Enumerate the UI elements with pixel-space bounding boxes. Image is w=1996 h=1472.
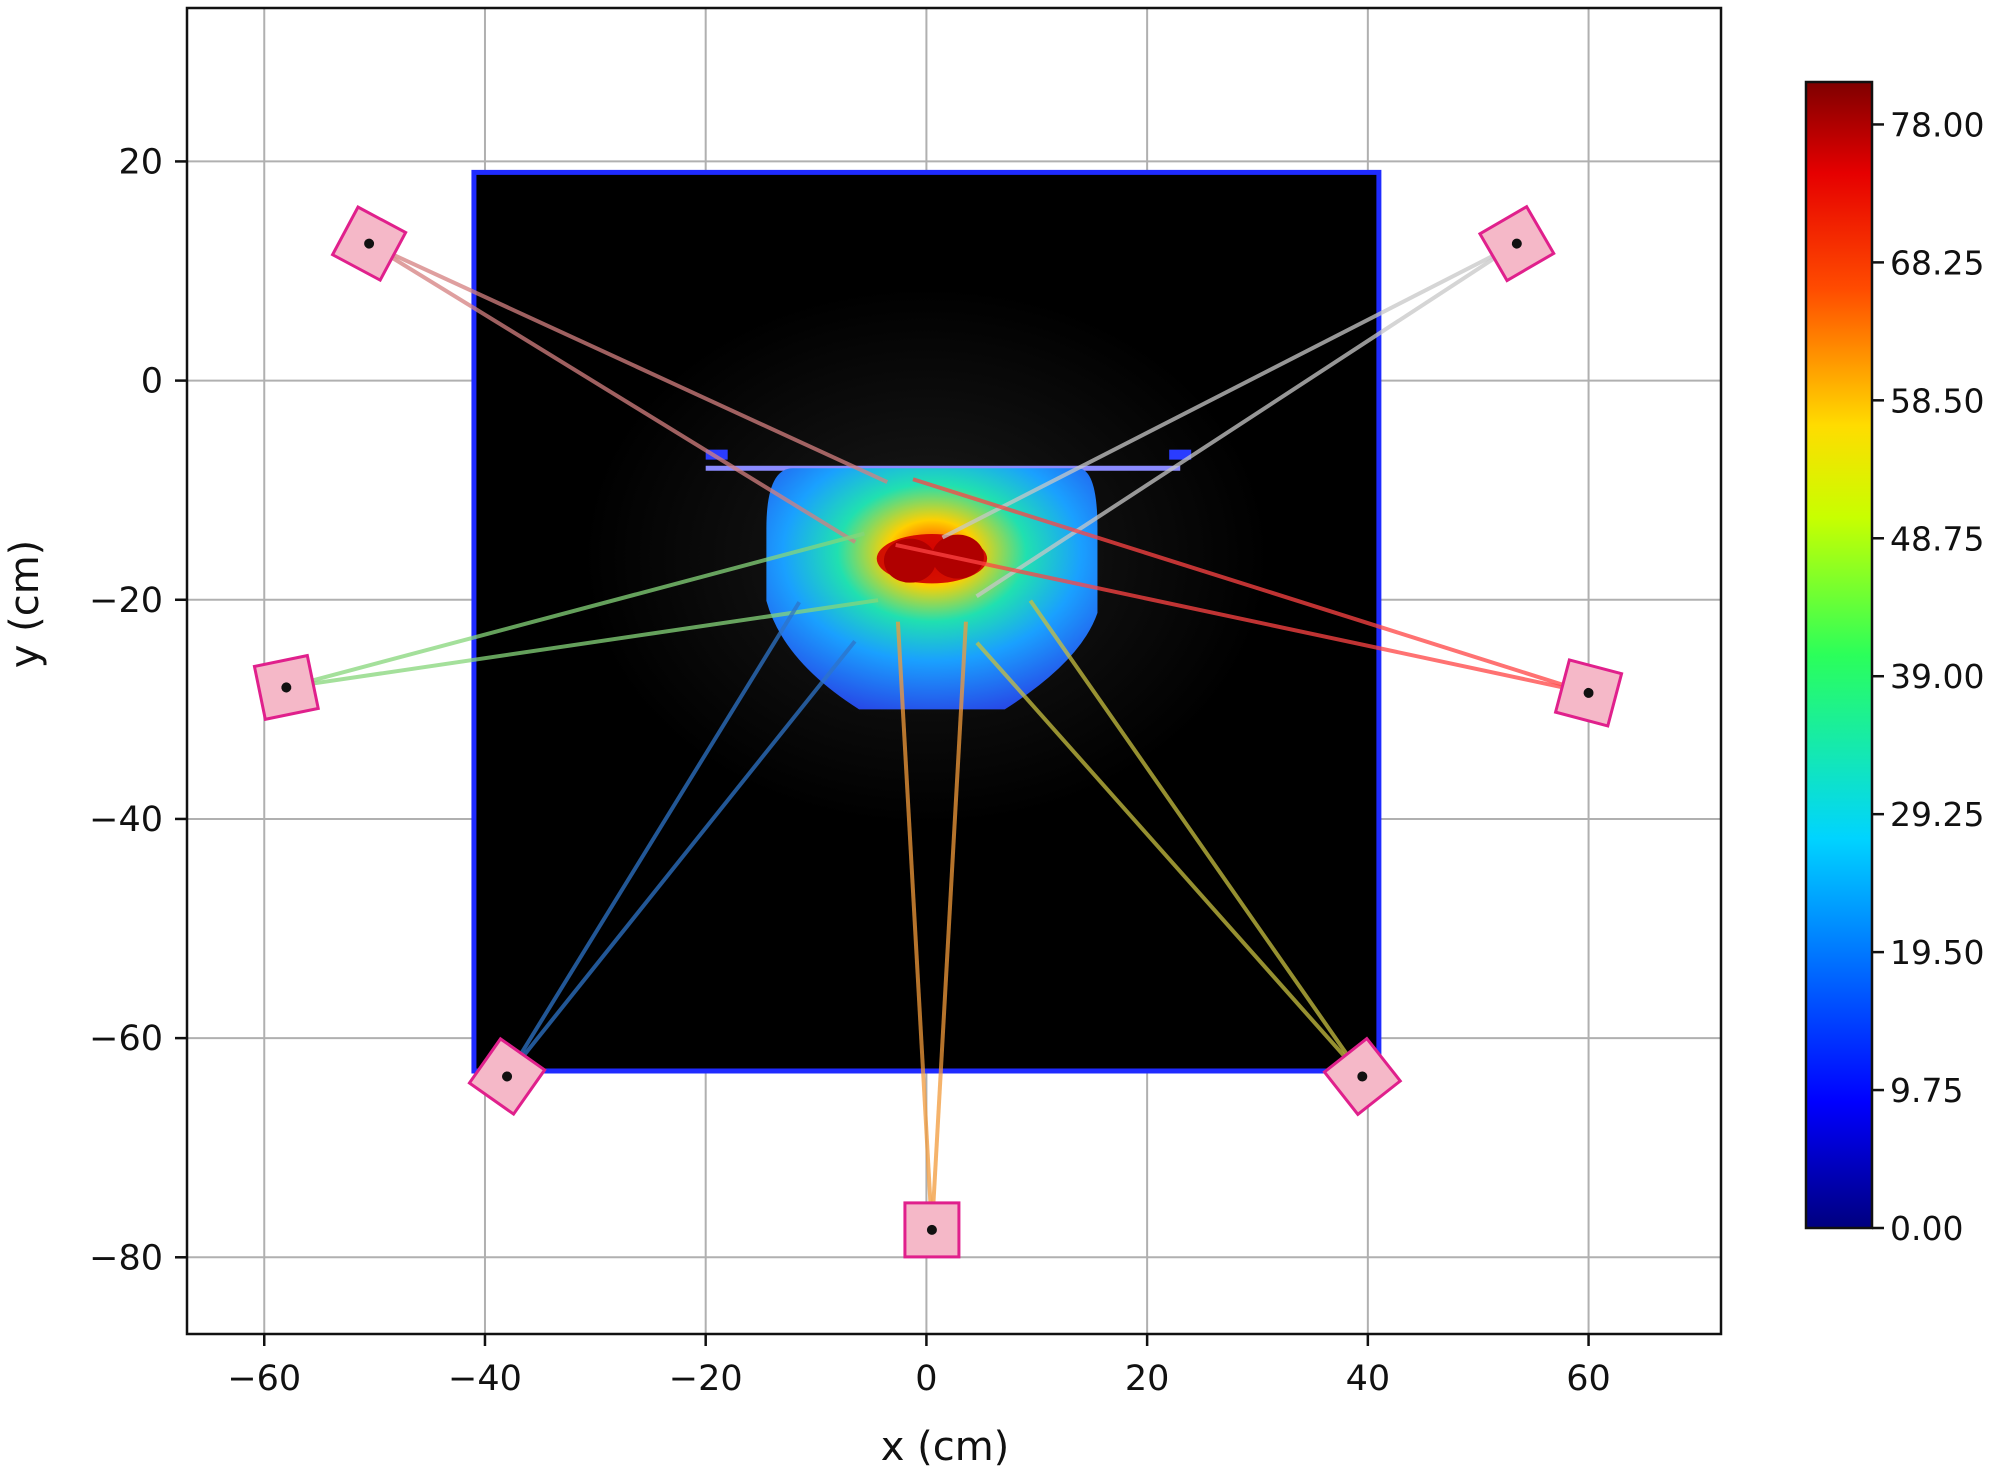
beam-line (941, 241, 1518, 540)
y-tick-label: 20 (118, 142, 163, 182)
beam-line (929, 621, 968, 1231)
detector-point (281, 682, 292, 693)
dose-distribution (766, 468, 1098, 710)
colorbar-tick-label: 48.75 (1890, 519, 1984, 558)
detector-marker (467, 1036, 547, 1117)
colorbar-tick-label: 29.25 (1890, 795, 1984, 834)
beam-line (368, 241, 889, 484)
detector-marker (1322, 1036, 1403, 1117)
y-axis-title: y (cm) (2, 540, 48, 669)
beam-line (285, 531, 865, 690)
colorbar-tick-label: 68.25 (1890, 243, 1984, 282)
beam-line (505, 601, 801, 1078)
detector-point (1583, 687, 1594, 698)
detector-marker (1477, 204, 1556, 283)
plot-frame (185, 6, 1723, 1336)
beam-line (895, 543, 1589, 695)
y-tick-labels: 20 0 −20 −40 −60 −80 (89, 142, 163, 1278)
colorbar-gradient (1804, 80, 1874, 1230)
table-marker-left (705, 449, 728, 460)
beam-line (895, 621, 934, 1231)
colorbar-tick-labels: 0.00 9.75 19.50 29.25 39.00 48.75 58.50 68.25 78… (1890, 105, 1984, 1248)
y-tick-label: −60 (89, 1019, 163, 1059)
beam-line (975, 641, 1364, 1078)
beam-lines (285, 241, 1590, 1231)
colorbar (1804, 80, 1884, 1230)
colorbar-tick-label: 0.00 (1890, 1209, 1963, 1248)
beam-line (1028, 599, 1364, 1078)
table-marker-right (1169, 449, 1192, 460)
beam-line (368, 241, 857, 544)
beam-line (975, 241, 1518, 598)
colorbar-tick-label: 19.50 (1890, 933, 1984, 972)
detector-marker (330, 205, 408, 283)
colorbar-tick-label: 39.00 (1890, 657, 1984, 696)
y-tick-label: 0 (141, 362, 163, 402)
beam-line (505, 640, 857, 1078)
x-tick-label: 40 (1346, 1359, 1391, 1399)
detector-point (502, 1071, 513, 1082)
x-tick-labels: −60 −40 −20 0 20 40 60 (227, 1359, 1611, 1399)
detector-sources (252, 204, 1624, 1259)
colorbar-tick-label: 9.75 (1890, 1071, 1963, 1110)
detector-marker (252, 653, 320, 722)
detector-point (1511, 238, 1522, 249)
x-tick-label: −20 (669, 1359, 743, 1399)
dose-hot-spot-left (883, 538, 936, 583)
x-tick-label: 0 (915, 1359, 937, 1399)
y-tick-label: −20 (89, 581, 163, 621)
colorbar-tick-label: 78.00 (1890, 105, 1984, 144)
y-tick-label: −80 (89, 1238, 163, 1278)
detector-point (364, 238, 375, 249)
x-tick-label: −40 (448, 1359, 522, 1399)
x-axis-title: x (cm) (881, 1424, 1010, 1470)
phantom-image (471, 169, 1382, 1074)
x-tick-label: 60 (1566, 1359, 1611, 1399)
detector-marker (1553, 658, 1624, 728)
plot-axes (175, 6, 1723, 1346)
detector-point (1357, 1071, 1368, 1082)
colorbar-tick-label: 58.50 (1890, 381, 1984, 420)
detector-point (926, 1224, 937, 1235)
detector-marker (903, 1201, 961, 1259)
beam-line (286, 598, 879, 690)
x-tick-label: −60 (227, 1359, 301, 1399)
beam-line (912, 477, 1590, 695)
x-tick-label: 20 (1125, 1359, 1170, 1399)
y-tick-label: −40 (89, 800, 163, 840)
